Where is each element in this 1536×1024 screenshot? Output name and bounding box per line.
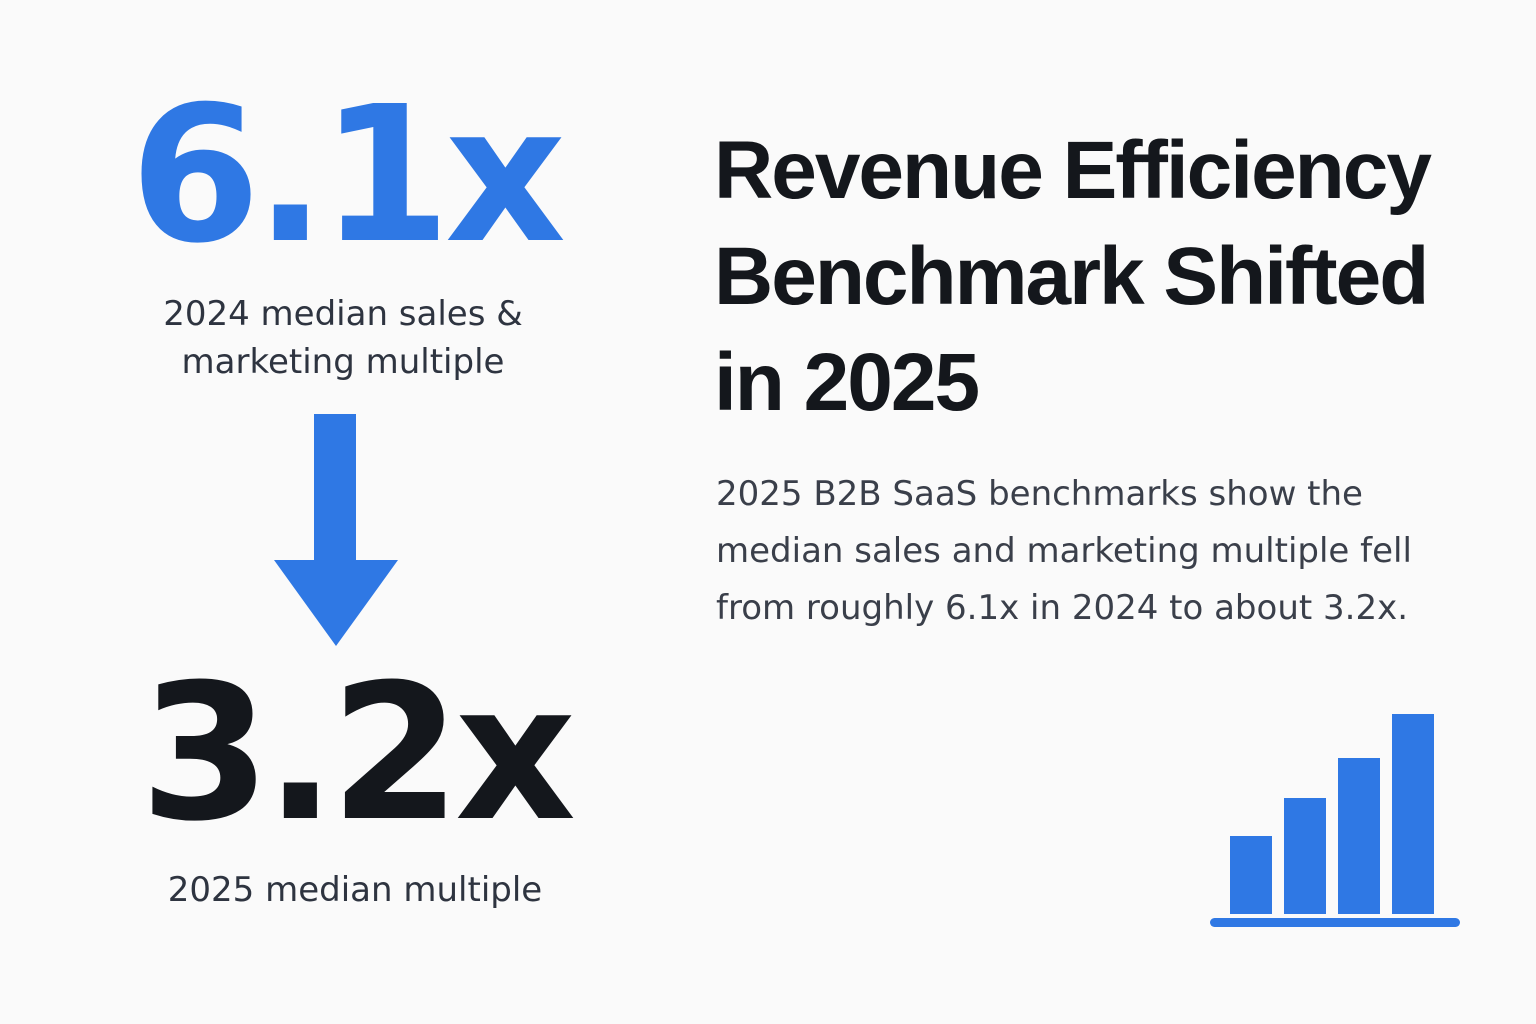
page-title: Revenue Efficiency Benchmark Shifted in … xyxy=(714,125,1432,428)
arrow-down-icon xyxy=(274,414,398,646)
metric-2025-caption: 2025 median multiple xyxy=(167,870,543,910)
bar-chart-icon xyxy=(1210,714,1460,927)
metric-2024-caption: 2024 median sales & marketing multiple xyxy=(163,294,523,382)
metric-2024-value: 6.1x xyxy=(129,66,566,285)
metric-2025-value: 3.2x xyxy=(139,644,576,863)
description-text: 2025 B2B SaaS benchmarks show the median… xyxy=(716,474,1412,628)
